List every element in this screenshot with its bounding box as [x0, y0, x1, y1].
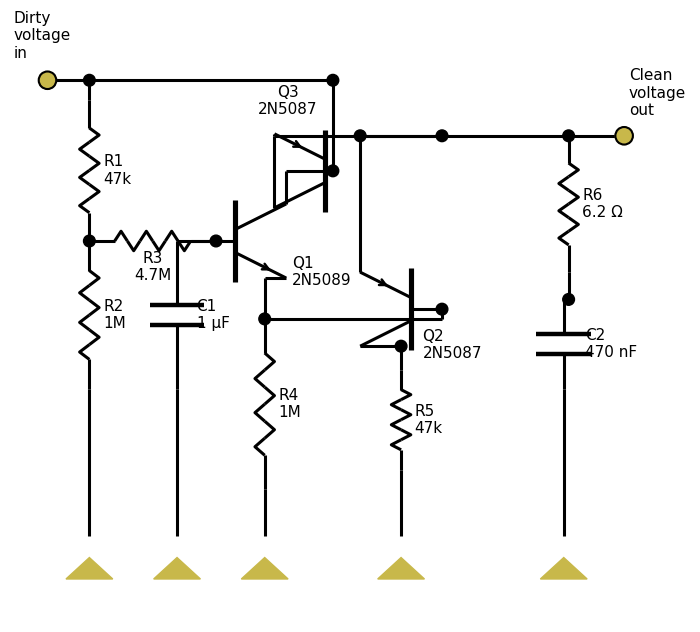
Text: Dirty
voltage
in: Dirty voltage in [13, 11, 71, 61]
Text: R6
6.2 Ω: R6 6.2 Ω [582, 188, 623, 220]
Circle shape [83, 75, 95, 86]
Circle shape [563, 294, 575, 305]
Circle shape [327, 75, 339, 86]
Polygon shape [241, 557, 288, 579]
Circle shape [83, 235, 95, 247]
Circle shape [563, 130, 575, 142]
Circle shape [259, 313, 271, 325]
Polygon shape [66, 557, 113, 579]
Text: Q1
2N5089: Q1 2N5089 [292, 255, 351, 288]
Text: Clean
voltage
out: Clean voltage out [629, 68, 686, 118]
Circle shape [615, 127, 633, 145]
Text: R2
1M: R2 1M [103, 299, 126, 331]
Text: Q2
2N5087: Q2 2N5087 [423, 329, 482, 361]
Circle shape [327, 165, 339, 177]
Text: R3
4.7M: R3 4.7M [134, 251, 172, 283]
Circle shape [38, 71, 56, 89]
Text: R1
47k: R1 47k [103, 154, 131, 186]
Text: C1
1 μF: C1 1 μF [197, 299, 230, 331]
Circle shape [210, 235, 222, 247]
Text: R4
1M: R4 1M [279, 388, 301, 420]
Polygon shape [378, 557, 424, 579]
Circle shape [436, 303, 448, 315]
Polygon shape [154, 557, 200, 579]
Text: C2
470 nF: C2 470 nF [585, 328, 637, 360]
Polygon shape [540, 557, 587, 579]
Text: R5
47k: R5 47k [414, 403, 443, 436]
Text: Q3
2N5087: Q3 2N5087 [258, 85, 318, 118]
Circle shape [395, 341, 407, 352]
Circle shape [436, 130, 448, 142]
Circle shape [354, 130, 366, 142]
